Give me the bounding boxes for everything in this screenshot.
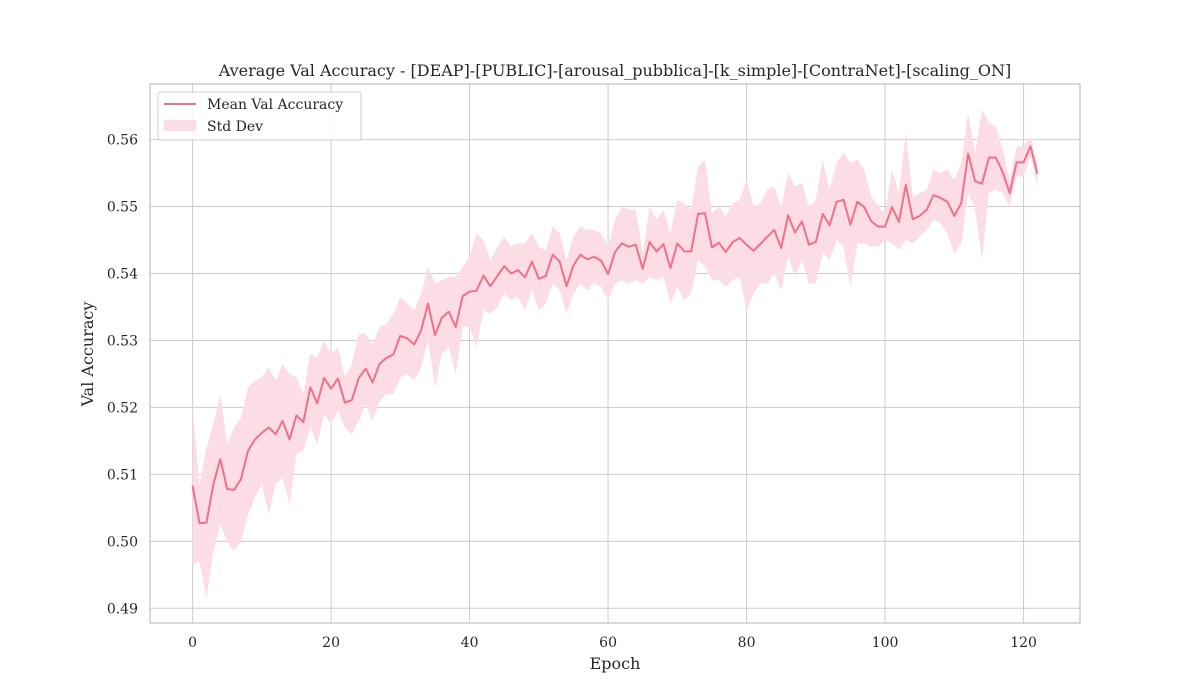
mean-val-accuracy-line bbox=[191, 145, 1039, 525]
y-tick-label: 0.50 bbox=[107, 534, 138, 550]
x-axis-label: Epoch bbox=[590, 654, 641, 673]
legend: Mean Val Accuracy Std Dev bbox=[157, 91, 362, 141]
y-tick-label: 0.56 bbox=[107, 133, 138, 149]
x-tick-label: 120 bbox=[1010, 635, 1037, 651]
y-axis-label: Val Accuracy bbox=[78, 302, 97, 408]
x-gridlines bbox=[192, 84, 1025, 623]
y-tick-label: 0.54 bbox=[107, 266, 138, 282]
x-tick-label: 100 bbox=[872, 635, 899, 651]
y-tick-label: 0.53 bbox=[107, 333, 138, 349]
y-tick-label: 0.49 bbox=[107, 601, 138, 617]
x-tick-label: 20 bbox=[322, 635, 340, 651]
legend-box bbox=[157, 91, 362, 141]
y-tick-label: 0.51 bbox=[107, 467, 138, 483]
x-tick-label: 60 bbox=[599, 635, 617, 651]
legend-label-std: Std Dev bbox=[207, 119, 263, 135]
legend-label-mean: Mean Val Accuracy bbox=[207, 97, 343, 113]
plot-frame bbox=[149, 83, 1081, 624]
std-dev-band bbox=[192, 109, 1038, 599]
x-tick-label: 0 bbox=[188, 635, 197, 651]
y-tick-label: 0.52 bbox=[107, 400, 138, 416]
x-tick-labels: 0 20 40 60 80 100 120 bbox=[188, 635, 1037, 651]
x-tick-label: 80 bbox=[738, 635, 756, 651]
legend-band-swatch bbox=[164, 120, 196, 131]
y-tick-label: 0.55 bbox=[107, 200, 138, 216]
chart-title: Average Val Accuracy - [DEAP]-[PUBLIC]-[… bbox=[218, 61, 1012, 80]
y-tick-labels: 0.49 0.50 0.51 0.52 0.53 0.54 0.55 0.56 bbox=[107, 133, 138, 618]
x-tick-label: 40 bbox=[461, 635, 479, 651]
